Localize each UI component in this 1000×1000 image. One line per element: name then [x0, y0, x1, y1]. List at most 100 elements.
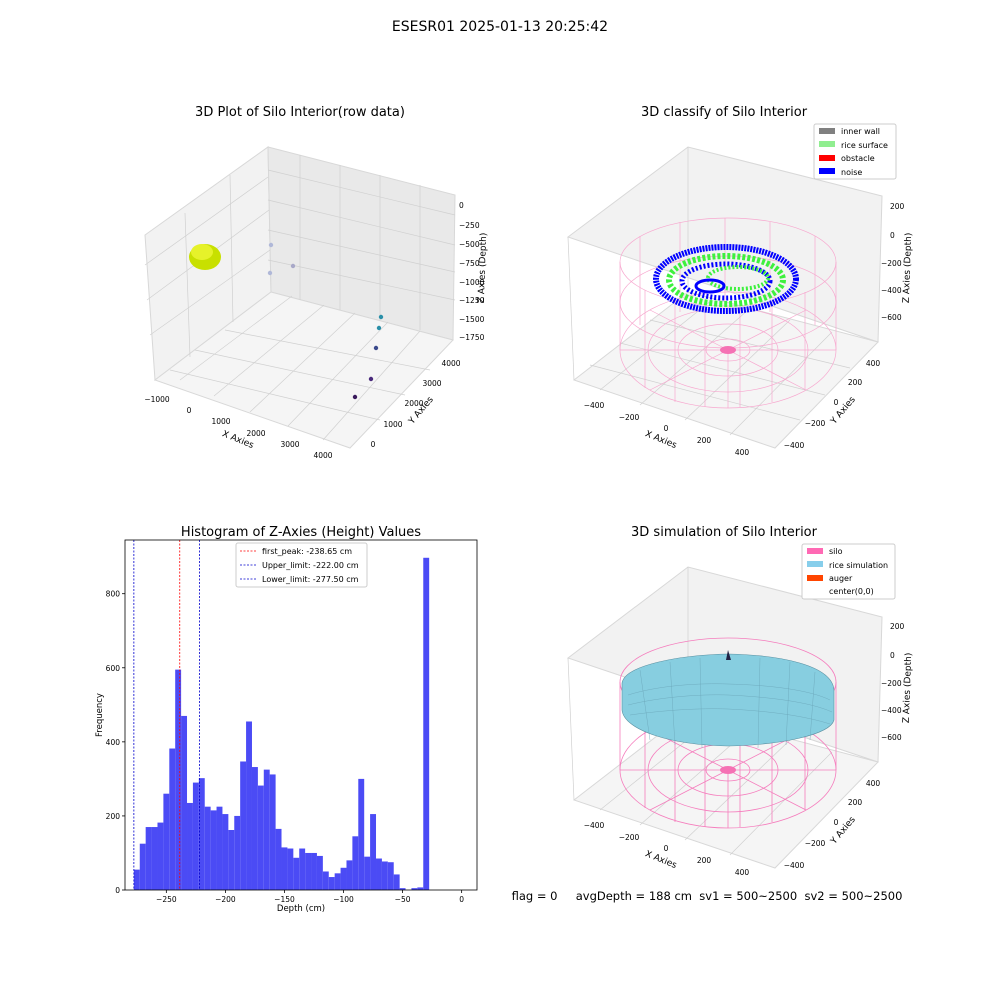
histogram-bar: [340, 867, 347, 890]
histogram-bar: [246, 721, 252, 890]
histogram-legend-box: [235, 542, 368, 588]
histogram-panel: Histogram of Z-Axies (Height) Values −25…: [95, 525, 478, 914]
legend-label-first-peak: first_peak: -238.65 cm: [262, 547, 352, 556]
classify-x-tick: −200: [619, 413, 640, 422]
simulation-x-tick: −400: [584, 821, 605, 830]
histogram-bar: [269, 774, 276, 890]
histogram-bar: [322, 871, 329, 890]
raw-z-tick: −1000: [459, 278, 485, 287]
raw-x-tick: 4000: [313, 451, 332, 460]
classify-x-tick: 200: [697, 436, 712, 445]
raw-x-tick: 3000: [280, 440, 299, 449]
histogram-bar: [181, 715, 188, 890]
histogram-bar: [169, 748, 176, 890]
legend-label-center: center(0,0): [829, 587, 874, 596]
histogram-bar: [393, 874, 400, 890]
raw-data-3d-panel: 3D Plot of Silo Interior(row data) −1000: [144, 105, 489, 460]
simulation-y-tick: 0: [834, 818, 839, 827]
histogram-bar: [352, 836, 359, 890]
histogram-bar: [299, 848, 306, 890]
raw-point: [267, 270, 273, 276]
simulation-z-tick: −600: [881, 733, 902, 742]
histogram-bar: [305, 852, 312, 890]
histogram-bar: [157, 822, 164, 890]
raw-point: [378, 314, 384, 320]
raw-x-tick: −1000: [144, 395, 170, 404]
legend-swatch-rice-surface: [819, 141, 835, 147]
histogram-x-tick-label: 0: [459, 895, 464, 904]
legend-swatch-silo: [807, 548, 823, 554]
histogram-reference-lines: [133, 540, 200, 890]
histogram-y-tick-label: 800: [106, 590, 121, 599]
classify-z-tick: −200: [881, 259, 902, 268]
histogram-bar: [311, 852, 317, 890]
histogram-bar: [175, 669, 182, 890]
classify-rice-surface-ring: [666, 253, 786, 307]
classify-3d-panel: 3D classify of Silo Interior: [566, 105, 914, 457]
simulation-y-tick: 400: [866, 779, 881, 788]
simulation-floor-pane: [572, 711, 879, 869]
simulation-z-tick: 200: [890, 622, 905, 631]
histogram-bar: [139, 843, 146, 890]
simulation-y-tick: 200: [848, 798, 863, 807]
classify-y-tick: 0: [834, 398, 839, 407]
histogram-x-tick-label: −250: [156, 895, 177, 904]
histogram-bar: [293, 857, 300, 890]
legend-label-silo: silo: [829, 547, 843, 556]
histogram-y-tick-label: 600: [106, 664, 121, 673]
raw-y-tick: 0: [371, 440, 376, 449]
classify-silo-wireframe: [619, 217, 837, 409]
histogram-x-axis-label: Depth (cm): [277, 904, 325, 914]
status-footer-text: flag = 0 avgDepth = 188 cm sv1 = 500~250…: [512, 889, 903, 903]
classify-noise-inner-ring: [679, 261, 773, 301]
legend-label-inner-wall: inner wall: [841, 127, 880, 136]
histogram-bar: [275, 828, 282, 890]
legend-label-noise: noise: [841, 168, 862, 177]
histogram-bar: [163, 793, 170, 890]
histogram-bar: [187, 802, 193, 890]
classify-noise-patch: [694, 278, 726, 294]
raw-y-tick: 1000: [383, 420, 402, 429]
legend-swatch-auger: [807, 575, 823, 581]
legend-swatch-rice-simulation: [807, 561, 823, 567]
legend-label-upper-limit: Upper_limit: -222.00 cm: [262, 561, 359, 570]
raw-x-tick: 2000: [246, 429, 265, 438]
histogram-bar: [257, 785, 264, 890]
simulation-legend-box: [801, 543, 896, 600]
simulation-3d-panel: 3D simulation of Silo Interior: [566, 525, 914, 877]
histogram-bar: [387, 862, 394, 890]
raw-panel-title: 3D Plot of Silo Interior(row data): [195, 105, 405, 120]
histogram-y-tick-label: 400: [106, 738, 121, 747]
histogram-legend: first_peak: -238.65 cm Upper_limit: -222…: [235, 542, 368, 588]
classify-z-tick: 0: [890, 231, 895, 240]
classify-y-tick: 200: [848, 378, 863, 387]
classify-x-tick: 400: [735, 448, 750, 457]
histogram-y-ticks: 0 200 400 600 800: [106, 590, 125, 895]
histogram-bar: [287, 848, 294, 890]
classify-x-tick: 0: [664, 424, 669, 433]
simulation-auger-marker: [726, 650, 731, 660]
histogram-bar: [334, 873, 341, 890]
histogram-y-axis-label: Frequency: [95, 693, 105, 737]
classify-panel-title: 3D classify of Silo Interior: [641, 105, 808, 120]
simulation-silo-bottom-center: [720, 766, 736, 774]
raw-point: [268, 242, 274, 248]
legend-swatch-noise: [819, 168, 835, 174]
histogram-bar: [240, 761, 247, 890]
histogram-bar: [281, 847, 288, 890]
histogram-bar: [328, 877, 335, 890]
histogram-title: Histogram of Z-Axies (Height) Values: [181, 525, 421, 540]
simulation-x-tick: 0: [664, 844, 669, 853]
classify-silo-bottom-center: [720, 346, 736, 354]
histogram-bars: [133, 557, 430, 890]
legend-label-lower-limit: Lower_limit: -277.50 cm: [262, 575, 359, 584]
histogram-x-tick-label: −200: [215, 895, 236, 904]
raw-z-axis-label: Z Axies (Depth): [477, 233, 489, 304]
simulation-z-axis-label: Z Axies (Depth): [902, 653, 914, 724]
classify-noise-ring: [653, 244, 799, 314]
histogram-bar: [216, 806, 223, 890]
legend-label-rice-surface: rice surface: [841, 141, 888, 150]
raw-y-tick: 4000: [441, 359, 460, 368]
raw-x-tick: 1000: [211, 417, 230, 426]
classify-z-tick: −600: [881, 313, 902, 322]
